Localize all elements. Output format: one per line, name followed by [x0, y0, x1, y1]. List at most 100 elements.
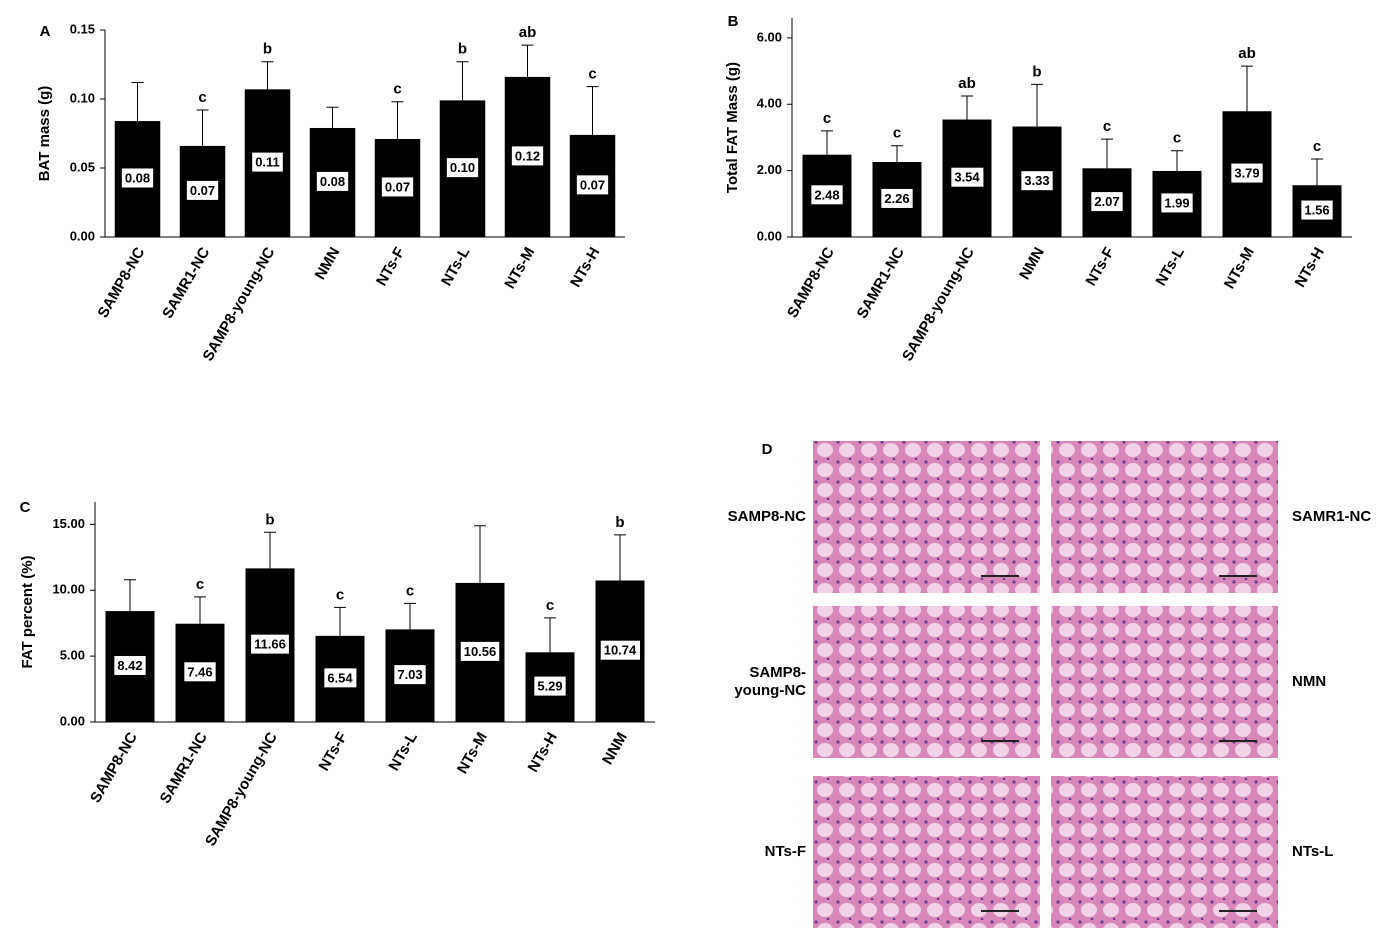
value-label: 10.56	[464, 644, 497, 659]
significance-letter: b	[458, 41, 467, 58]
value-label-box	[1301, 200, 1333, 220]
histology-image	[813, 606, 1040, 758]
y-tick-label: 0.00	[757, 228, 782, 243]
value-label: 0.10	[450, 160, 475, 175]
significance-letter: c	[1103, 118, 1111, 135]
value-label-box	[324, 668, 357, 688]
significance-letter: b	[265, 511, 274, 528]
x-tick-label: NTs-L	[438, 244, 473, 288]
value-label: 0.08	[320, 174, 345, 189]
y-axis-label: FAT percent (%)	[19, 555, 36, 668]
value-label: 0.07	[580, 177, 605, 192]
value-label: 6.54	[327, 670, 353, 685]
y-tick-label: 0.00	[60, 713, 85, 728]
significance-letter: ab	[1238, 45, 1256, 62]
value-label: 11.66	[254, 637, 286, 652]
value-label: 3.54	[954, 170, 980, 185]
significance-letter: c	[198, 89, 206, 106]
error-bar	[1171, 150, 1183, 171]
value-label: 8.42	[117, 658, 142, 673]
error-bar	[194, 596, 206, 624]
error-bar	[391, 101, 404, 140]
error-bar	[821, 130, 833, 155]
panel-label: C	[20, 499, 31, 516]
significance-letter: c	[893, 125, 901, 142]
value-label-box	[576, 175, 609, 195]
value-label-box	[381, 177, 414, 197]
x-tick-label: NTs-H	[567, 244, 603, 290]
value-label: 1.99	[1164, 195, 1189, 210]
value-label-box	[186, 180, 219, 200]
image-label: NMN	[1292, 673, 1326, 690]
value-label: 0.08	[125, 170, 150, 185]
x-tick-label: NMN	[312, 244, 344, 282]
value-label-box	[1091, 192, 1123, 212]
value-label: 3.79	[1234, 166, 1259, 181]
error-bar	[196, 109, 209, 146]
x-tick-label: SAMP8-young-NC	[899, 244, 978, 364]
x-tick-label: SAMP8-NC	[784, 244, 838, 320]
value-label: 10.74	[604, 643, 637, 658]
value-label-box	[951, 167, 984, 187]
y-tick-label: 4.00	[757, 96, 782, 111]
value-label-box	[460, 641, 500, 661]
y-tick-label: 0.05	[70, 159, 95, 174]
y-tick-label: 0.00	[70, 228, 95, 243]
value-label-box	[600, 640, 641, 660]
value-label: 2.26	[884, 191, 909, 206]
value-label: 2.48	[814, 187, 839, 202]
value-label: 1.56	[1304, 203, 1329, 218]
value-label-box	[114, 655, 146, 675]
significance-letter: c	[546, 597, 554, 614]
error-bar	[544, 617, 556, 653]
y-tick-label: 15.00	[52, 516, 85, 531]
y-tick-label: 0.10	[70, 90, 95, 105]
x-tick-label: NTs-F	[373, 244, 408, 288]
image-label: NTs-L	[1292, 843, 1333, 860]
panel-label: A	[40, 23, 51, 40]
value-label: 7.03	[397, 667, 422, 682]
y-tick-label: 6.00	[757, 29, 782, 44]
x-tick-label: NTs-F	[1082, 244, 1117, 288]
error-bar	[334, 606, 346, 636]
x-tick-label: NTs-M	[501, 244, 538, 291]
significance-letter: b	[615, 514, 624, 531]
x-tick-label: NNM	[599, 729, 631, 767]
error-bar	[474, 525, 486, 583]
histology-image	[1051, 606, 1278, 758]
value-label: 0.12	[515, 148, 540, 163]
value-label: 0.07	[385, 179, 410, 194]
significance-letter: b	[1032, 63, 1041, 80]
significance-letter: c	[196, 576, 204, 593]
image-label: young-NC	[734, 682, 806, 699]
value-label: 5.29	[537, 679, 562, 694]
x-tick-label: SAMP8-NC	[95, 244, 149, 320]
x-tick-label: NTs-M	[454, 729, 491, 776]
error-bar	[131, 81, 144, 122]
error-bar	[961, 95, 973, 120]
value-label-box	[1161, 193, 1193, 213]
error-bar	[326, 106, 339, 128]
value-label-box	[446, 158, 479, 178]
error-bar	[1311, 158, 1323, 186]
significance-letter: ab	[958, 75, 976, 92]
error-bar	[264, 531, 276, 569]
x-tick-label: NTs-H	[525, 729, 561, 775]
value-label: 0.11	[255, 155, 280, 170]
value-label-box	[511, 146, 544, 166]
value-label-box	[316, 171, 349, 191]
image-label: SAMR1-NC	[1292, 508, 1371, 525]
error-bar	[521, 44, 534, 77]
significance-letter: c	[406, 582, 414, 599]
value-label-box	[252, 152, 283, 172]
x-tick-label: SAMR1-NC	[854, 244, 908, 321]
x-tick-label: SAMP8-young-NC	[200, 244, 279, 364]
value-label-box	[251, 634, 289, 654]
significance-letter: c	[393, 81, 401, 98]
y-axis-label: Total FAT Mass (g)	[724, 62, 741, 193]
image-label: SAMP8-	[749, 664, 806, 681]
value-label-box	[1021, 171, 1053, 191]
y-tick-label: 0.15	[70, 21, 95, 36]
x-tick-label: SAMP8-NC	[87, 729, 141, 805]
